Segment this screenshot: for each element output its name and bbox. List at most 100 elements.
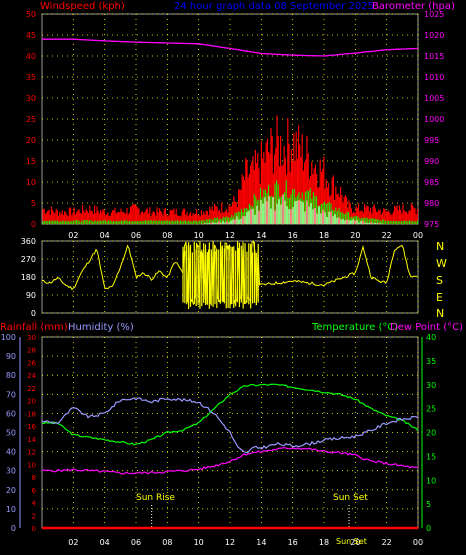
y-tick-label-direction: 0 [31, 309, 36, 318]
y-tick-label-barometer: 1000 [424, 115, 444, 124]
x-tick-label: 10 [194, 231, 204, 240]
y-tick-label-barometer: 990 [424, 157, 439, 166]
y-tick-label-rainfall: 4 [32, 500, 37, 508]
y-tick-label-rainfall: 2 [32, 512, 36, 520]
y-tick-label-windspeed: 25 [26, 115, 36, 124]
y-tick-label-direction: 90 [26, 291, 36, 300]
y-tick-label-barometer: 1010 [424, 73, 444, 82]
axis-layer: 0202040406060808101012121414161618182020… [1, 10, 445, 547]
y-tick-label-rainfall: 18 [27, 410, 36, 418]
dewpoint-line [41, 446, 419, 475]
x-tick-label: 16 [288, 231, 298, 240]
x-tick-label: 22 [382, 538, 392, 547]
dewpoint-axis-label: Dew Point (°C) [390, 322, 463, 333]
x-tick-label: 20 [350, 231, 360, 240]
x-tick-label: 22 [382, 231, 392, 240]
y-tick-label-windspeed: 45 [26, 31, 36, 40]
y-tick-label-barometer: 995 [424, 136, 439, 145]
y-tick-label-rainfall: 22 [27, 385, 36, 393]
y-tick-label-rainfall: 6 [32, 487, 37, 495]
y-tick-label-humidity: 90 [6, 352, 16, 361]
y-tick-label-temperature: 0 [426, 524, 431, 533]
x-tick-label: 18 [319, 231, 329, 240]
y-tick-label-barometer: 980 [424, 199, 439, 208]
x-tick-label: 04 [100, 538, 110, 547]
y-tick-label-barometer: 1005 [424, 94, 444, 103]
y-tick-label-temperature: 15 [426, 452, 436, 461]
y-tick-label-humidity: 80 [6, 371, 16, 380]
y-tick-label-rainfall: 10 [27, 461, 36, 469]
compass-label-n-bottom: N [436, 307, 444, 320]
y-tick-label-windspeed: 15 [26, 157, 36, 166]
x-tick-label: 18 [319, 538, 329, 547]
y-tick-label-humidity: 20 [6, 486, 16, 495]
y-tick-label-humidity: 60 [6, 409, 16, 418]
chart-title: 24 hour graph data 08 September 2025 [174, 1, 374, 12]
x-tick-label: 08 [162, 231, 172, 240]
y-tick-label-rainfall: 26 [27, 359, 36, 367]
compass-label-n-top: N [436, 240, 444, 253]
sunrise-label: Sun Rise [136, 493, 175, 503]
y-tick-label-windspeed: 5 [31, 199, 36, 208]
y-tick-label-humidity: 10 [6, 505, 16, 514]
x-tick-label: 08 [162, 538, 172, 547]
y-tick-label-windspeed: 30 [26, 94, 36, 103]
y-tick-label-temperature: 35 [426, 357, 436, 366]
temperature-line [41, 383, 419, 446]
x-tick-label: 10 [194, 538, 204, 547]
series-layer [41, 38, 419, 530]
y-tick-label-windspeed: 35 [26, 73, 36, 82]
humidity-axis-label: Humidity (%) [68, 322, 134, 333]
y-tick-label-rainfall: 30 [27, 334, 36, 342]
y-tick-label-humidity: 100 [1, 333, 16, 342]
x-tick-label: 02 [68, 538, 78, 547]
y-tick-label-humidity: 30 [6, 467, 16, 476]
y-tick-label-humidity: 0 [11, 524, 16, 533]
temperature-axis-label: Temperature (°C) [311, 322, 398, 333]
y-tick-label-humidity: 50 [6, 429, 16, 438]
x-tick-label: 14 [256, 231, 266, 240]
y-tick-label-rainfall: 8 [32, 474, 36, 482]
sunset-label: Sun Set [333, 493, 368, 503]
y-tick-label-humidity: 40 [6, 448, 16, 457]
x-tick-label: 12 [225, 231, 235, 240]
y-tick-label-barometer: 975 [424, 220, 439, 229]
humidity-line [41, 397, 419, 454]
y-tick-label-windspeed: 40 [26, 52, 36, 61]
y-tick-label-temperature: 30 [426, 381, 436, 390]
y-tick-label-direction: 180 [21, 273, 36, 282]
x-tick-label: 00 [413, 231, 423, 240]
barometer-line [42, 38, 419, 57]
y-tick-label-windspeed: 20 [26, 136, 36, 145]
y-tick-label-windspeed: 0 [31, 220, 36, 229]
x-tick-label: 02 [68, 231, 78, 240]
x-tick-label: 06 [131, 231, 141, 240]
compass-label-w: W [436, 257, 447, 270]
y-tick-label-rainfall: 20 [27, 398, 36, 406]
sunset-time-label: Sun Set [336, 537, 367, 546]
x-tick-label: 06 [131, 538, 141, 547]
x-tick-label: 20 [350, 538, 360, 547]
y-tick-label-windspeed: 10 [26, 178, 36, 187]
y-tick-label-temperature: 20 [426, 429, 436, 438]
y-tick-label-temperature: 5 [426, 500, 431, 509]
y-tick-label-barometer: 1015 [424, 52, 444, 61]
y-tick-label-rainfall: 16 [27, 423, 36, 431]
y-tick-label-temperature: 40 [426, 333, 436, 342]
barometer-axis-label: Barometer (hpa) [372, 1, 455, 12]
y-tick-label-temperature: 25 [426, 405, 436, 414]
y-tick-label-barometer: 985 [424, 178, 439, 187]
y-tick-label-barometer: 1020 [424, 31, 444, 40]
x-tick-label: 16 [288, 538, 298, 547]
x-tick-label: 12 [225, 538, 235, 547]
rainfall-axis-label: Rainfall (mm) [0, 322, 68, 333]
y-tick-label-rainfall: 24 [27, 372, 36, 380]
windspeed-axis-label: Windspeed (kph) [40, 1, 125, 12]
y-tick-label-direction: 360 [21, 237, 36, 246]
x-tick-label: 04 [100, 231, 110, 240]
y-tick-label-barometer: 1025 [424, 10, 444, 19]
y-tick-label-windspeed: 50 [26, 10, 36, 19]
y-tick-label-temperature: 10 [426, 476, 436, 485]
y-tick-label-rainfall: 14 [27, 436, 36, 444]
